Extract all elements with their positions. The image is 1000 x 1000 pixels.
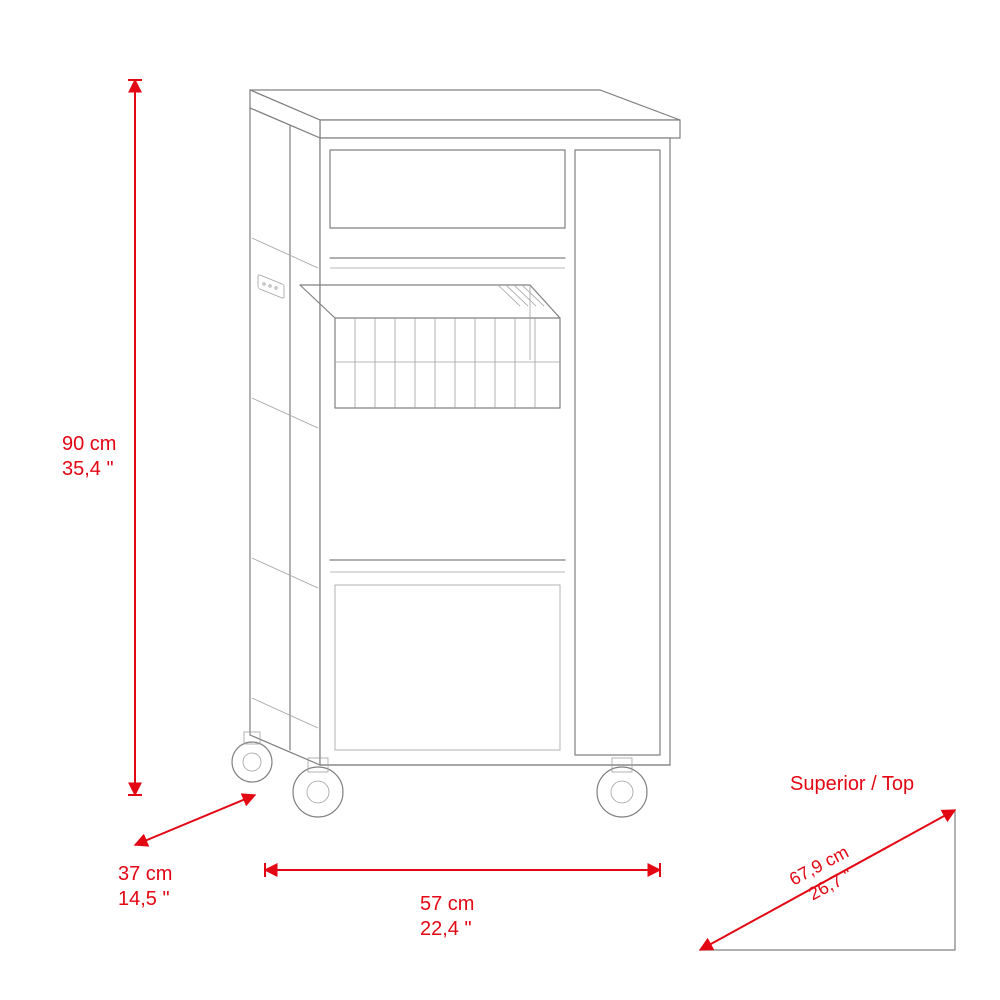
left-side-panel [250, 108, 320, 765]
top-slab [250, 90, 680, 138]
depth-in: 14,5 " [118, 888, 170, 910]
top-title: Superior / Top [790, 773, 914, 795]
top-inset: Superior / Top 67,9 cm 26,7 " [700, 773, 955, 950]
dimension-depth: 37 cm 14,5 " [118, 795, 255, 910]
height-in: 35,4 " [62, 458, 114, 480]
height-cm: 90 cm [62, 433, 116, 455]
dimension-width: 57 cm 22,4 " [265, 863, 660, 940]
depth-cm: 37 cm [118, 863, 172, 885]
width-cm: 57 cm [420, 893, 474, 915]
width-in: 22,4 " [420, 918, 472, 940]
caster-front-left [293, 758, 343, 817]
furniture-cart [232, 90, 680, 817]
caster-front-right [597, 758, 647, 817]
front-frame [320, 138, 670, 765]
dimension-height: 90 cm 35,4 " [62, 80, 142, 795]
dimension-diagram: 90 cm 35,4 " 37 cm 14,5 " 57 cm 22,4 " S… [0, 0, 1000, 1000]
